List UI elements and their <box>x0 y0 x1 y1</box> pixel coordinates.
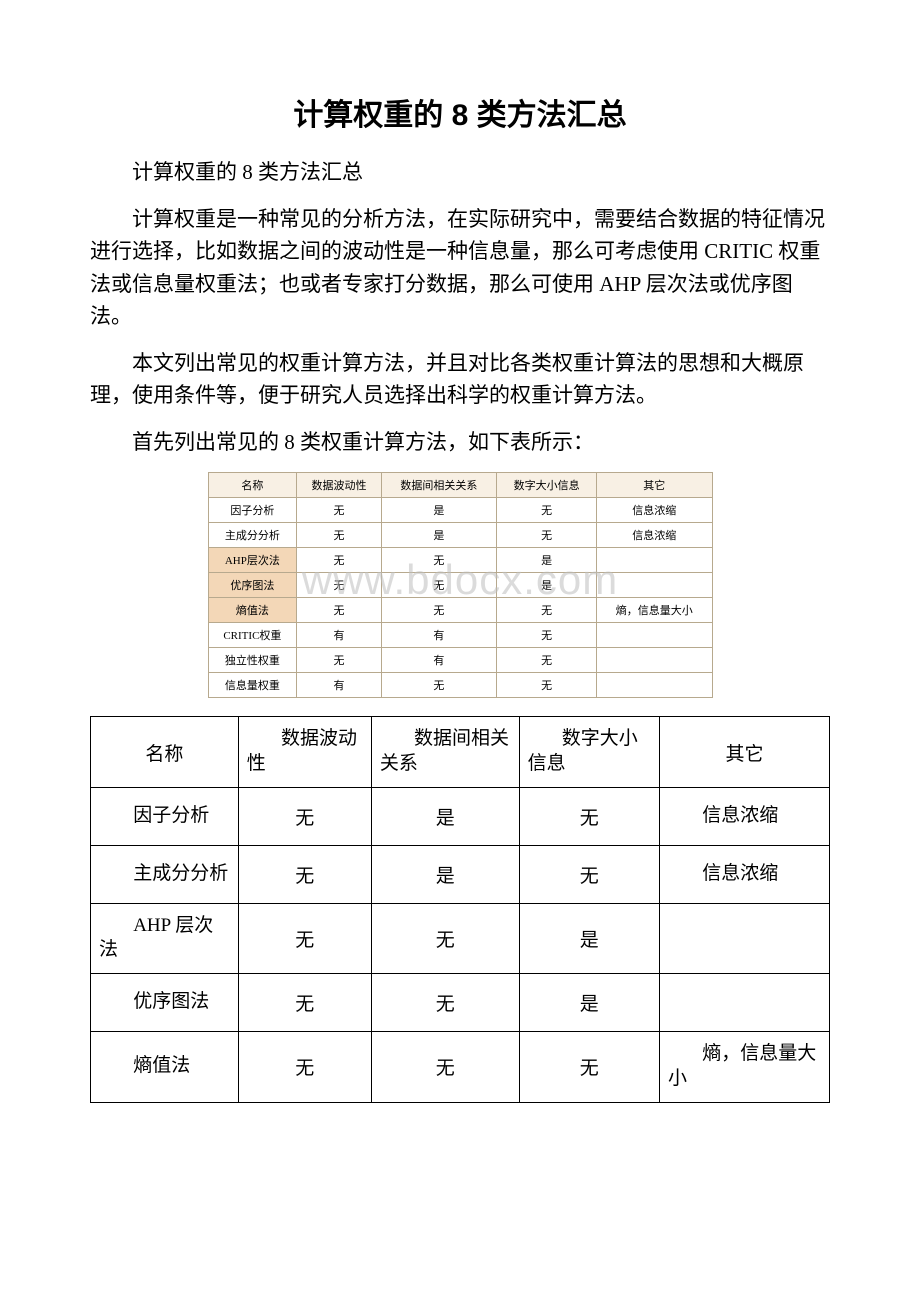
table-cell: 是 <box>519 974 659 1032</box>
table-cell: 是 <box>381 523 496 548</box>
page-title: 计算权重的 8 类方法汇总 <box>90 90 830 134</box>
table-cell <box>597 548 712 573</box>
table-cell: 无 <box>297 498 381 523</box>
table-cell: 无 <box>238 845 371 903</box>
small-table-header-cell: 数据波动性 <box>297 473 381 498</box>
table-row: AHP层次法无无是 <box>208 548 712 573</box>
table-cell: 是 <box>497 548 597 573</box>
table-cell: 信息浓缩 <box>597 523 712 548</box>
table-cell <box>660 974 830 1032</box>
big-table-header-cell: 数据间相关关系 <box>371 717 519 787</box>
table-cell: 无 <box>519 787 659 845</box>
methods-table-small: 名称数据波动性数据间相关关系数字大小信息其它 因子分析无是无信息浓缩主成分分析无… <box>208 472 713 698</box>
table-cell: 无 <box>371 1032 519 1102</box>
table-row: 主成分分析无是无信息浓缩 <box>91 845 830 903</box>
table-cell <box>597 648 712 673</box>
table-cell: 无 <box>381 548 496 573</box>
table-cell: 无 <box>497 623 597 648</box>
table-cell: 无 <box>238 1032 371 1102</box>
table-row: 名称数据波动性数据间相关关系数字大小信息其它 <box>91 717 830 787</box>
table-cell: 无 <box>297 648 381 673</box>
table-cell <box>597 673 712 698</box>
table-cell: 无 <box>371 903 519 973</box>
table-cell: 信息量权重 <box>208 673 297 698</box>
table-cell: 无 <box>381 673 496 698</box>
table-row: CRITIC权重有有无 <box>208 623 712 648</box>
table-cell: 熵，信息量大小 <box>597 598 712 623</box>
table-cell: 无 <box>297 523 381 548</box>
table-cell: 是 <box>497 573 597 598</box>
table-cell: 无 <box>497 598 597 623</box>
table-cell: 熵，信息量大小 <box>660 1032 830 1102</box>
method-name-cell: 因子分析 <box>91 787 239 845</box>
table-cell: 是 <box>371 787 519 845</box>
method-name-cell: AHP 层次法 <box>91 903 239 973</box>
big-table-header-cell: 名称 <box>91 717 239 787</box>
method-name-cell: 优序图法 <box>91 974 239 1032</box>
small-table-header-cell: 其它 <box>597 473 712 498</box>
table-cell: 无 <box>497 498 597 523</box>
table-cell: 有 <box>381 623 496 648</box>
table-row: 独立性权重无有无 <box>208 648 712 673</box>
table-row: 因子分析无是无信息浓缩 <box>208 498 712 523</box>
table-cell: 熵值法 <box>208 598 297 623</box>
table-cell: AHP层次法 <box>208 548 297 573</box>
table-cell: 无 <box>381 598 496 623</box>
table-cell: 因子分析 <box>208 498 297 523</box>
small-table-header-cell: 名称 <box>208 473 297 498</box>
table-cell: 无 <box>371 974 519 1032</box>
subtitle-paragraph: 计算权重的 8 类方法汇总 <box>90 156 830 189</box>
table-cell: 有 <box>297 673 381 698</box>
table-row: 因子分析无是无信息浓缩 <box>91 787 830 845</box>
table-cell: 信息浓缩 <box>660 845 830 903</box>
table-cell: 是 <box>519 903 659 973</box>
table-cell: 无 <box>238 974 371 1032</box>
table-row: 主成分分析无是无信息浓缩 <box>208 523 712 548</box>
table-cell: 无 <box>297 548 381 573</box>
table-cell: 是 <box>381 498 496 523</box>
table-row: AHP 层次法无无是 <box>91 903 830 973</box>
table-row: 熵值法无无无熵，信息量大小 <box>91 1032 830 1102</box>
table-cell: 无 <box>238 903 371 973</box>
table-row: 优序图法无无是 <box>208 573 712 598</box>
table-cell: 信息浓缩 <box>660 787 830 845</box>
table-cell: 无 <box>381 573 496 598</box>
table-cell: 主成分分析 <box>208 523 297 548</box>
table-cell: 优序图法 <box>208 573 297 598</box>
paragraph-2: 本文列出常见的权重计算方法，并且对比各类权重计算法的思想和大概原理，使用条件等，… <box>90 347 830 412</box>
table-cell: 无 <box>297 598 381 623</box>
small-table-container: www.bdocx.com 名称数据波动性数据间相关关系数字大小信息其它 因子分… <box>208 472 713 698</box>
table-row: 熵值法无无无熵，信息量大小 <box>208 598 712 623</box>
table-cell: 无 <box>297 573 381 598</box>
table-cell <box>597 623 712 648</box>
table-cell: 无 <box>497 673 597 698</box>
table-cell: 信息浓缩 <box>597 498 712 523</box>
table-cell: 无 <box>497 648 597 673</box>
table-cell <box>660 903 830 973</box>
small-table-header-cell: 数字大小信息 <box>497 473 597 498</box>
methods-table-big: 名称数据波动性数据间相关关系数字大小信息其它因子分析无是无信息浓缩主成分分析无是… <box>90 716 830 1102</box>
table-row: 信息量权重有无无 <box>208 673 712 698</box>
table-cell: 是 <box>371 845 519 903</box>
small-table-header-cell: 数据间相关关系 <box>381 473 496 498</box>
table-cell: 无 <box>519 1032 659 1102</box>
document-page: 计算权重的 8 类方法汇总 计算权重的 8 类方法汇总 计算权重是一种常见的分析… <box>0 0 920 1143</box>
table-row: 优序图法无无是 <box>91 974 830 1032</box>
table-cell: 无 <box>519 845 659 903</box>
method-name-cell: 主成分分析 <box>91 845 239 903</box>
table-cell: 无 <box>497 523 597 548</box>
big-table-header-cell: 数据波动性 <box>238 717 371 787</box>
paragraph-3: 首先列出常见的 8 类权重计算方法，如下表所示： <box>90 426 830 459</box>
method-name-cell: 熵值法 <box>91 1032 239 1102</box>
big-table-header-cell: 其它 <box>660 717 830 787</box>
table-cell: 独立性权重 <box>208 648 297 673</box>
big-table-header-cell: 数字大小信息 <box>519 717 659 787</box>
paragraph-1: 计算权重是一种常见的分析方法，在实际研究中，需要结合数据的特征情况进行选择，比如… <box>90 203 830 333</box>
table-cell: 无 <box>238 787 371 845</box>
table-cell: 有 <box>297 623 381 648</box>
table-cell <box>597 573 712 598</box>
table-cell: 有 <box>381 648 496 673</box>
table-cell: CRITIC权重 <box>208 623 297 648</box>
